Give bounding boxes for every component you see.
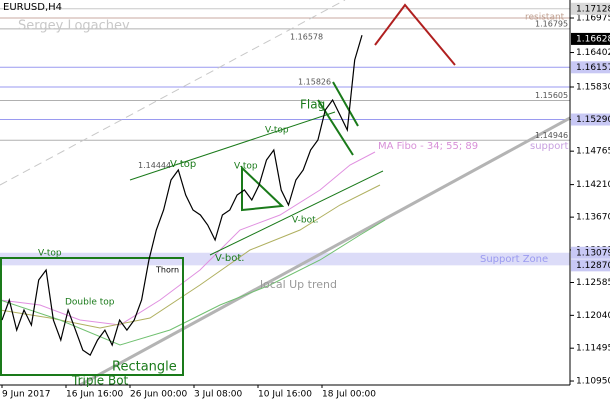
price-marker-label: 1.16628	[576, 34, 610, 44]
annotation: Flag	[300, 98, 325, 112]
author: Sergey Logachev	[18, 19, 130, 34]
pattern-line	[129, 111, 336, 181]
y-tick-label: 1.16975	[576, 14, 610, 24]
y-tick-label: 1.12040	[576, 311, 610, 321]
price-marker	[571, 246, 610, 259]
x-tick-label: 3 Jul 08:00	[194, 390, 243, 400]
y-tick-label: 1.13670	[576, 213, 610, 223]
zigzag	[374, 3, 456, 66]
price-marker-label: 1.12870	[576, 261, 610, 271]
support-zone	[0, 252, 570, 266]
price-marker	[571, 2, 610, 15]
annotation: V-top	[265, 126, 289, 136]
x-tick-label: 10 Jul 16:00	[258, 390, 312, 400]
y-tick-label: 1.11495	[576, 344, 610, 354]
price-marker-label: 1.13079	[576, 248, 610, 258]
price-marker-label: 1.15290	[576, 115, 610, 125]
price-marker	[571, 32, 610, 45]
x-tick-label: 16 Jun 16:00	[66, 390, 123, 400]
price-note: 1.16578	[290, 32, 323, 41]
y-tick-label: 1.12585	[576, 278, 610, 288]
annotation: local Up trend	[260, 278, 337, 291]
annotation: resistant	[525, 13, 565, 23]
y-tick-label: 1.16402	[576, 48, 610, 58]
annotation: Support Zone	[480, 254, 548, 265]
pattern-line	[209, 170, 384, 256]
price-note: 1.16795	[535, 19, 568, 28]
price-marker	[571, 259, 610, 272]
price-note: 1.15605	[535, 91, 568, 100]
price-marker	[571, 61, 610, 74]
flag-line	[317, 99, 354, 156]
price-note: 1.15826	[298, 78, 331, 87]
annotation: MA Fibo - 34; 55; 89	[378, 141, 478, 152]
annotation: Triple Bot	[71, 374, 129, 388]
symbol: EURUSD,H4	[3, 2, 62, 13]
price-marker-label: 1.17128	[576, 4, 610, 14]
y-tick-label: 1.10950	[576, 377, 610, 387]
price-line	[1, 35, 363, 356]
annotation: V-bot.	[215, 253, 244, 264]
rectangle	[0, 257, 184, 376]
annotation: Thorn	[155, 266, 179, 275]
price-marker-label: 1.16157	[576, 63, 610, 73]
ma-55	[0, 184, 381, 329]
annotation: Rectangle	[112, 360, 177, 375]
y-tick-label: 1.15830	[576, 83, 610, 93]
price-marker	[571, 113, 610, 126]
annotation: V-top	[234, 162, 258, 172]
plot-area	[0, 0, 570, 385]
ma-89	[0, 219, 386, 346]
flag-line	[332, 81, 359, 127]
x-tick-label: 9 Jun 2017	[2, 390, 50, 400]
y-tick-label: 1.14210	[576, 180, 610, 190]
annotation: support	[530, 141, 568, 152]
price-note: 1.14444	[138, 161, 171, 170]
annotation: V-top	[38, 249, 62, 259]
triangle	[241, 165, 285, 212]
price-note: 1.14946	[535, 131, 568, 140]
trend-line	[79, 116, 571, 387]
annotation: V-bot.	[292, 216, 319, 226]
channel-line	[0, 0, 346, 186]
x-tick-label: 26 Jun 00:00	[130, 390, 187, 400]
annotation: Double top	[65, 298, 115, 308]
annotation: V-top	[170, 159, 196, 170]
y-tick-label: 1.14765	[576, 147, 610, 157]
x-tick-label: 18 Jul 00:00	[322, 390, 376, 400]
